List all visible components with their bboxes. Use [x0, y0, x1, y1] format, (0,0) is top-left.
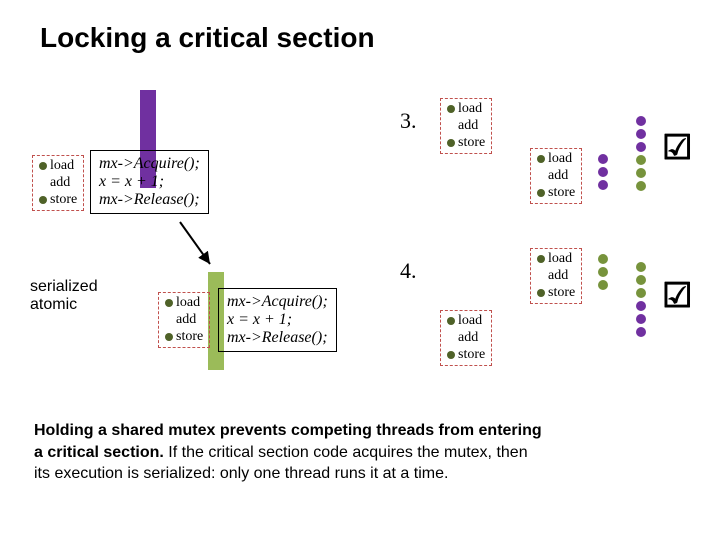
bullet-icon: [537, 155, 545, 163]
side-atomic: atomic: [30, 296, 98, 314]
dot-icon: [636, 129, 646, 139]
op-load: load: [458, 101, 482, 118]
slide-title: Locking a critical section: [40, 22, 375, 54]
dot-icon: [598, 254, 608, 264]
bullet-icon: [447, 351, 455, 359]
caption-bold-2: a critical section.: [34, 444, 164, 461]
ops-box-mid-left: load add store: [158, 292, 210, 348]
dotcol-stack-top: [598, 154, 608, 190]
dot-icon: [636, 275, 646, 285]
op-add: add: [548, 268, 568, 285]
op-store: store: [458, 135, 485, 152]
op-load: load: [548, 251, 572, 268]
op-add: add: [548, 168, 568, 185]
num-3: 3.: [400, 108, 417, 134]
bullet-icon: [39, 162, 47, 170]
bullet-icon: [537, 255, 545, 263]
op-store: store: [50, 192, 77, 209]
ops-box-top-right: load add store: [440, 98, 492, 154]
ops-box-stack-top: load add store: [530, 148, 582, 204]
bullet-icon: [447, 317, 455, 325]
op-store: store: [176, 329, 203, 346]
op-add: add: [176, 312, 196, 329]
dot-icon: [636, 301, 646, 311]
code-line: mx->Acquire();: [227, 293, 328, 311]
op-add: add: [50, 175, 70, 192]
bullet-icon: [447, 105, 455, 113]
op-load: load: [50, 158, 74, 175]
bullet-icon: [39, 196, 47, 204]
bullet-icon: [165, 299, 173, 307]
code-line: x = x + 1;: [99, 173, 200, 191]
op-load: load: [458, 313, 482, 330]
op-load: load: [176, 295, 200, 312]
op-add: add: [458, 330, 478, 347]
side-label: serialized atomic: [30, 278, 98, 314]
dot-icon: [636, 327, 646, 337]
bullet-icon: [165, 333, 173, 341]
dot-icon: [598, 154, 608, 164]
code-line: mx->Release();: [99, 191, 200, 209]
caption-rest-1: If the critical section code acquires th…: [164, 444, 528, 461]
ops-box-top-left: load add store: [32, 155, 84, 211]
caption: Holding a shared mutex prevents competin…: [34, 420, 542, 485]
dot-icon: [598, 180, 608, 190]
dot-icon: [598, 167, 608, 177]
check-icon-bot: ☑: [662, 276, 692, 316]
dotcol-stack-bot: [598, 254, 608, 290]
bullet-icon: [537, 189, 545, 197]
arrow-line: [180, 222, 210, 264]
dot-icon: [636, 288, 646, 298]
dot-icon: [636, 142, 646, 152]
op-store: store: [548, 285, 575, 302]
dot-icon: [636, 314, 646, 324]
op-store: store: [458, 347, 485, 364]
caption-rest-2: its execution is serialized: only one th…: [34, 465, 448, 482]
op-store: store: [548, 185, 575, 202]
code-box-top: mx->Acquire(); x = x + 1; mx->Release();: [90, 150, 209, 214]
caption-bold-1: Holding a shared mutex prevents competin…: [34, 422, 542, 439]
code-line: mx->Acquire();: [99, 155, 200, 173]
dotcol-far-bot: [636, 262, 646, 337]
num-4: 4.: [400, 258, 417, 284]
check-icon-top: ☑: [662, 128, 692, 168]
dotcol-far-top: [636, 116, 646, 191]
bullet-icon: [447, 139, 455, 147]
code-box-mid: mx->Acquire(); x = x + 1; mx->Release();: [218, 288, 337, 352]
code-line: mx->Release();: [227, 329, 328, 347]
dot-icon: [636, 168, 646, 178]
ops-box-stack-bot: load add store: [530, 248, 582, 304]
side-serialized: serialized: [30, 278, 98, 296]
op-add: add: [458, 118, 478, 135]
dot-icon: [598, 280, 608, 290]
ops-box-mid-right: load add store: [440, 310, 492, 366]
op-load: load: [548, 151, 572, 168]
dot-icon: [636, 116, 646, 126]
dot-icon: [636, 262, 646, 272]
code-line: x = x + 1;: [227, 311, 328, 329]
dot-icon: [636, 181, 646, 191]
dot-icon: [636, 155, 646, 165]
bullet-icon: [537, 289, 545, 297]
dot-icon: [598, 267, 608, 277]
